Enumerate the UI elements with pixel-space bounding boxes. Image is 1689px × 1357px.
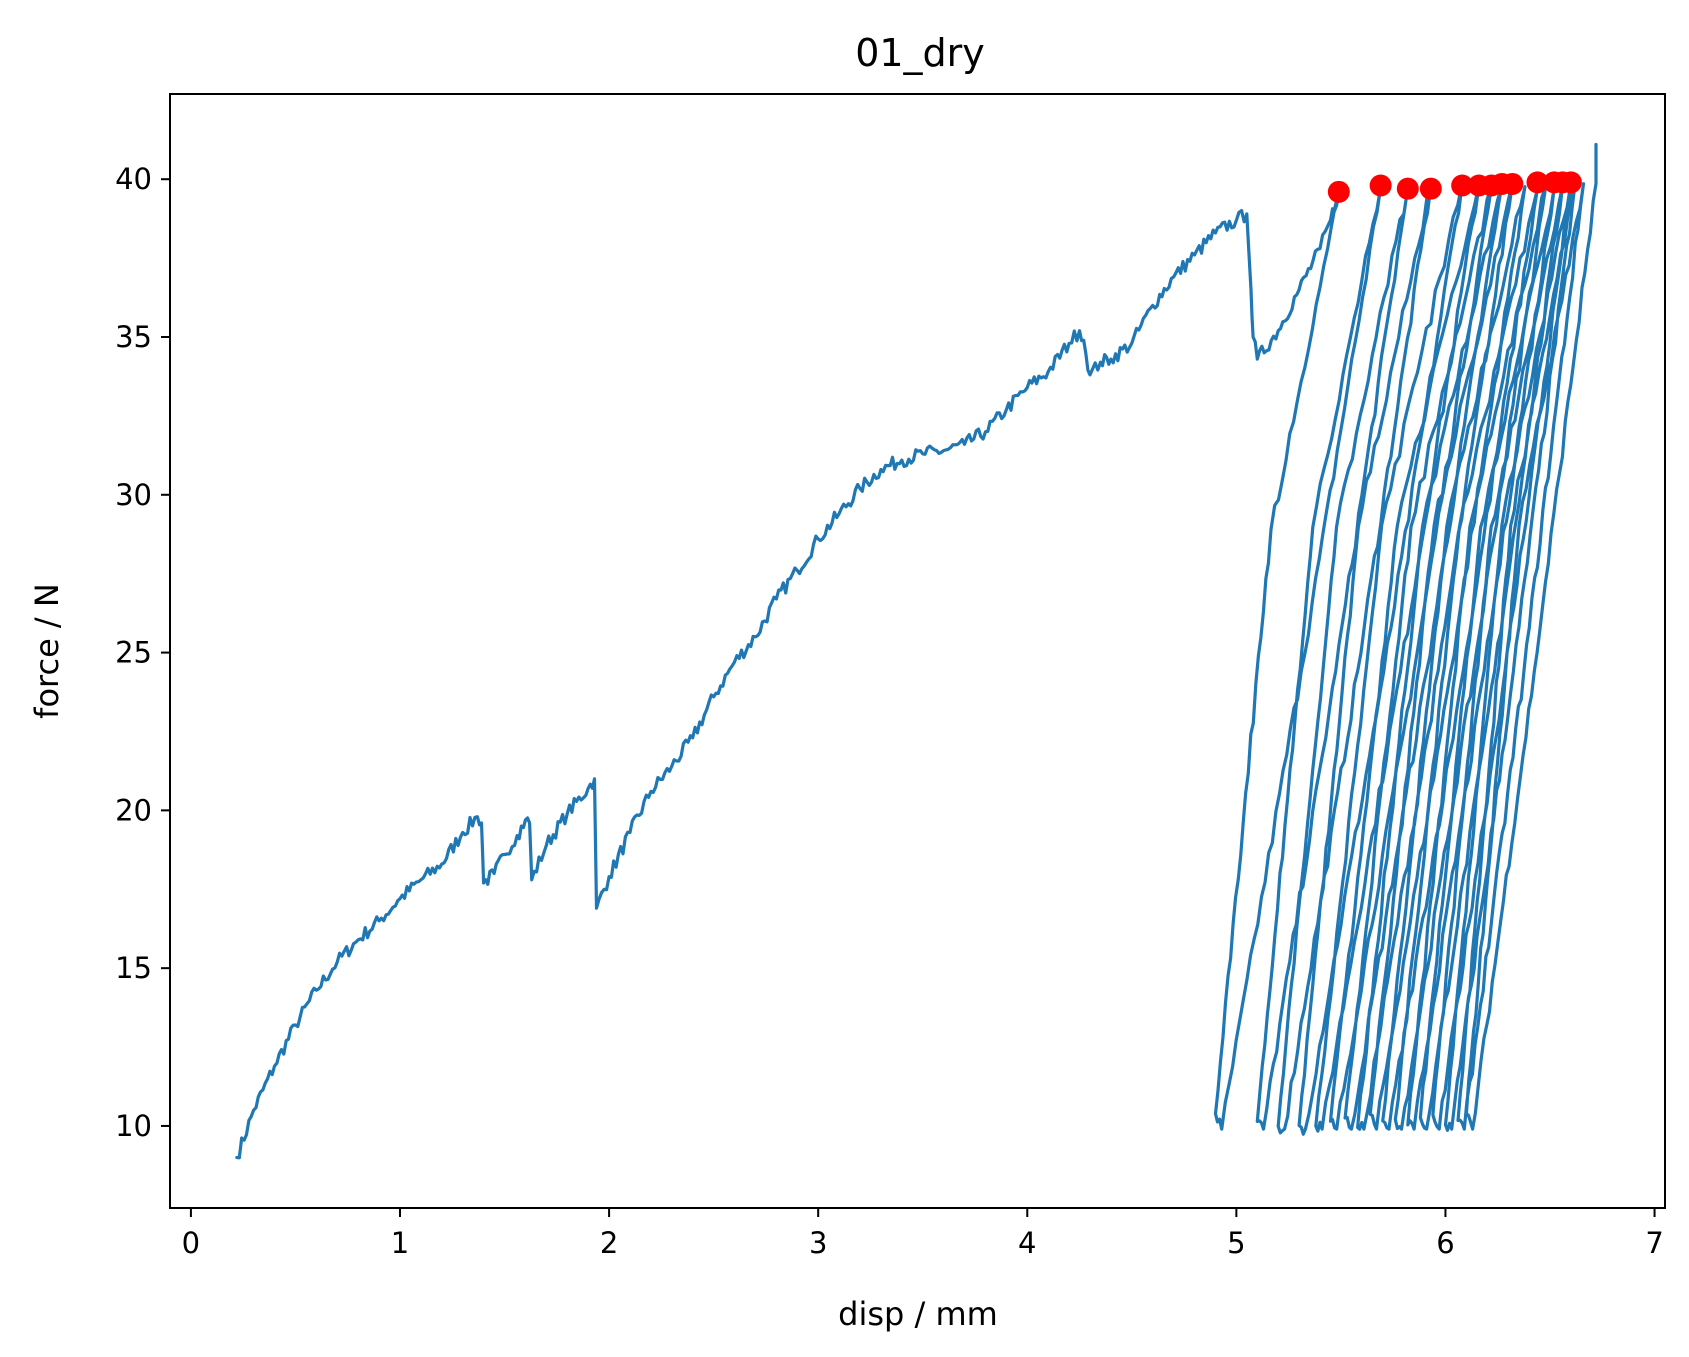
peak-point-8	[1501, 172, 1524, 195]
peak-point-1	[1369, 174, 1392, 197]
y-tick-label-15: 15	[115, 951, 152, 985]
y-tick-label-25: 25	[115, 636, 152, 670]
y-tick-label-10: 10	[115, 1109, 152, 1143]
y-tick-label-30: 30	[115, 478, 152, 512]
series-line	[235, 142, 1598, 1160]
peak-point-2	[1396, 177, 1419, 200]
x-tick-label-4: 4	[1018, 1226, 1036, 1260]
peak-point-9	[1526, 171, 1549, 194]
x-tick-label-6: 6	[1436, 1226, 1454, 1260]
plot-layer	[235, 142, 1598, 1160]
y-tick-label-35: 35	[115, 320, 152, 354]
peak-point-4	[1451, 174, 1474, 197]
y-tick-label-40: 40	[115, 162, 152, 196]
y-axis-label: force / N	[28, 583, 66, 719]
chart-title: 01_dry	[855, 31, 985, 75]
plot-frame	[169, 93, 1666, 1209]
y-tick-label-20: 20	[115, 793, 152, 827]
peak-point-0	[1327, 180, 1350, 203]
x-tick-label-2: 2	[600, 1226, 618, 1260]
x-tick-label-0: 0	[182, 1226, 200, 1260]
x-tick-label-5: 5	[1227, 1226, 1245, 1260]
x-tick-label-1: 1	[391, 1226, 409, 1260]
peak-point-12	[1559, 171, 1582, 194]
x-tick-label-3: 3	[809, 1226, 827, 1260]
ticks-layer: 0 1 2 3 4 5 6 7 10 15 20 25 30 35 40	[115, 162, 1664, 1260]
peak-point-3	[1419, 177, 1442, 200]
x-axis-label: disp / mm	[838, 1295, 998, 1333]
x-tick-label-7: 7	[1645, 1226, 1663, 1260]
